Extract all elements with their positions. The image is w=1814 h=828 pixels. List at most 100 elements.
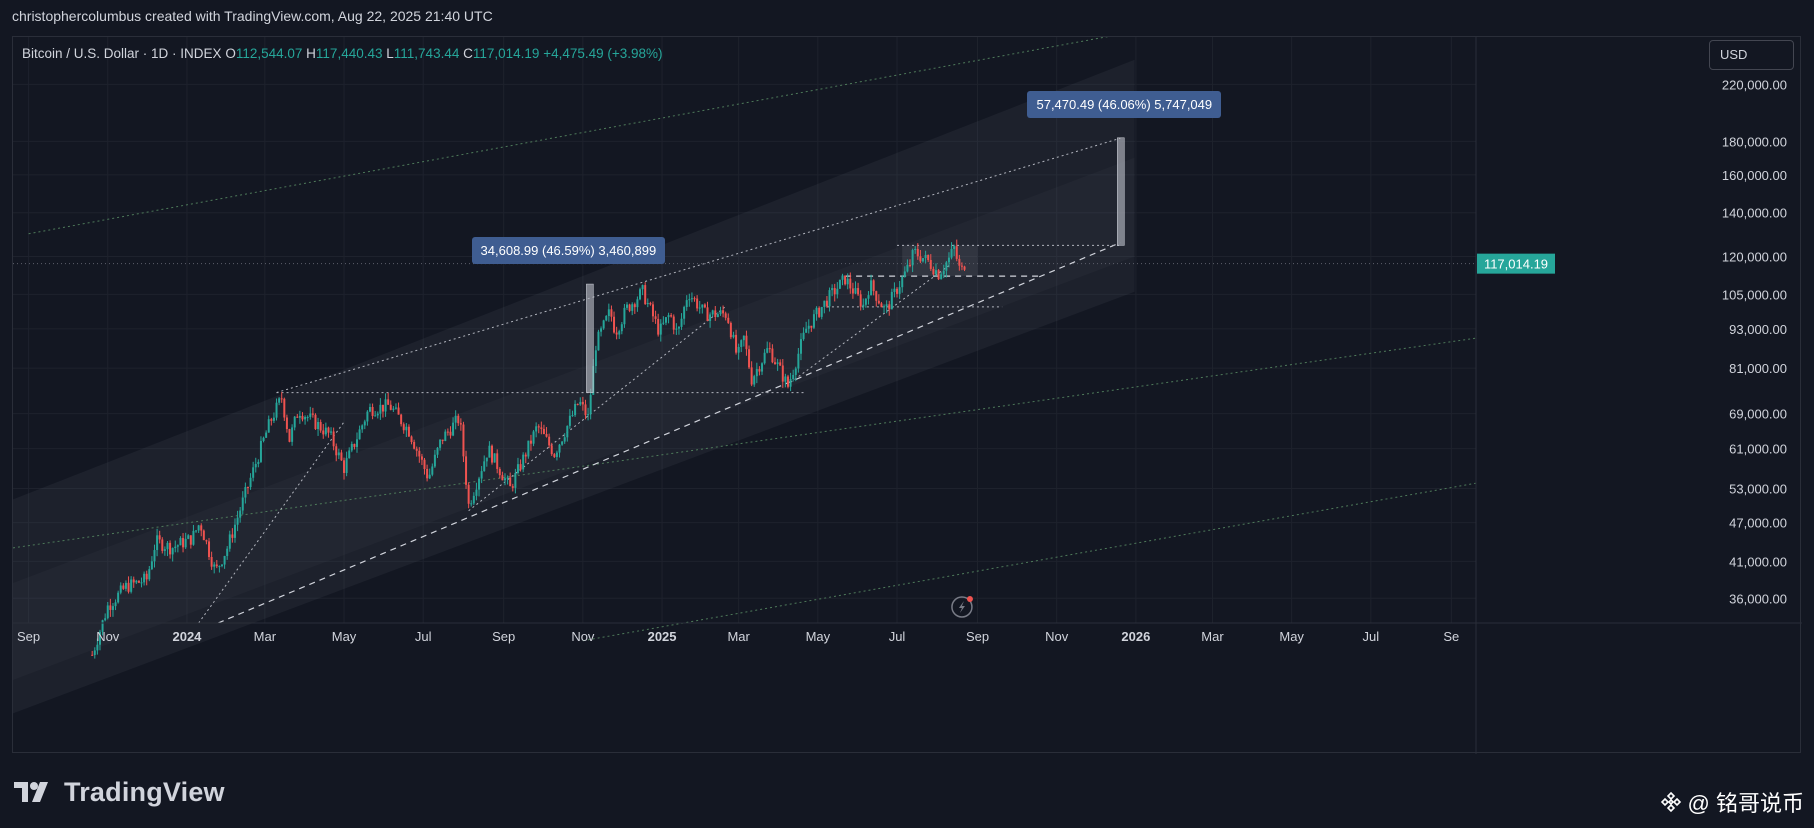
time-axis-label: Mar (254, 629, 277, 644)
candle-body (844, 275, 847, 285)
candle-body (719, 310, 722, 315)
candle-body (675, 328, 678, 330)
candle-body (244, 487, 247, 498)
candle-body (262, 437, 265, 441)
candle-body (475, 489, 478, 496)
candle-body (148, 569, 151, 580)
candle-body (509, 477, 512, 487)
candle-body (472, 495, 475, 504)
candle-body (742, 335, 745, 341)
candle-body (594, 350, 597, 367)
candle-body (265, 432, 268, 438)
candle-body (581, 401, 584, 405)
candle-body (714, 310, 717, 317)
candle-body (384, 399, 387, 412)
candle-body (836, 288, 839, 295)
chart-credit-header: christophercolumbus created with Trading… (12, 8, 493, 24)
candle-body (566, 425, 569, 438)
candle-body (192, 530, 195, 545)
candle-body (215, 564, 218, 567)
candle-body (955, 246, 958, 259)
time-axis-label: Jul (889, 629, 906, 644)
candle-body (602, 320, 605, 329)
currency-button[interactable]: USD (1709, 40, 1794, 70)
candle-body (293, 416, 296, 428)
candle-body (963, 266, 966, 270)
candle-body (275, 402, 278, 418)
candle-body (561, 441, 564, 445)
candle-body (415, 448, 418, 451)
candle-body (327, 427, 330, 433)
candle-body (267, 419, 270, 433)
candle-body (872, 280, 875, 292)
candle-body (493, 453, 496, 463)
candle-body (605, 316, 608, 321)
candle-body (745, 335, 748, 350)
candle-body (462, 424, 465, 457)
time-axis-label: Sep (492, 629, 515, 644)
time-axis-label: 2025 (648, 629, 677, 644)
candle-body (366, 411, 369, 422)
candle-body (540, 427, 543, 429)
close-value: 117,014.19 (472, 46, 540, 61)
tradingview-logo[interactable]: TradingView (14, 775, 225, 809)
candle-body (797, 353, 800, 369)
candle-body (270, 419, 273, 421)
candle-body (156, 535, 159, 551)
time-axis-label: Nov (571, 629, 595, 644)
range-measure-label[interactable]: 57,470.49 (46.06%) 5,747,049 (1027, 90, 1222, 118)
candle-body (213, 564, 216, 567)
candle-body (488, 445, 491, 458)
candle-body (628, 304, 631, 311)
time-axis-label: Jul (415, 629, 432, 644)
candle-body (854, 288, 857, 294)
candle-body (345, 458, 348, 473)
candle-body (753, 376, 756, 385)
candle-body (397, 407, 400, 415)
candle-body (932, 268, 935, 275)
candle-body (516, 464, 519, 473)
candle-body (117, 592, 120, 603)
candle-body (748, 349, 751, 368)
candle-body (677, 326, 680, 329)
candle-body (283, 398, 286, 418)
candle-body (446, 431, 449, 433)
candle-body (418, 450, 421, 457)
chart-frame[interactable]: 36,000.00 41,000.00 47,000.00 53,000.00 61,0… (12, 36, 1802, 754)
high-label: H (306, 46, 316, 61)
candle-body (413, 441, 416, 449)
candle-body (909, 264, 912, 266)
candle-body (607, 309, 610, 317)
candle-body (428, 474, 431, 479)
candle-body (696, 298, 699, 309)
candle-body (143, 573, 146, 583)
time-axis-label: May (332, 629, 357, 644)
candle-body (420, 456, 423, 460)
binance-diamond-icon (1660, 791, 1681, 813)
close-label: C (463, 46, 473, 61)
candle-body (584, 404, 587, 416)
candle-body (522, 454, 525, 470)
price-chart[interactable]: 36,000.00 41,000.00 47,000.00 53,000.00 61,0… (13, 37, 1802, 754)
candle-body (703, 304, 706, 308)
candle-body (898, 287, 901, 294)
candle-body (589, 394, 592, 415)
candle-body (374, 415, 377, 417)
candle-body (119, 585, 122, 593)
candle-body (857, 288, 860, 295)
candle-body (104, 618, 107, 621)
last-price-tag-label: 117,014.19 (1484, 257, 1548, 272)
candle-body (223, 556, 226, 565)
candle-body (724, 313, 727, 318)
candle-body (236, 517, 239, 525)
candle-body (470, 503, 473, 505)
candle-body (285, 417, 288, 430)
candle-body (914, 248, 917, 251)
candle-body (916, 248, 919, 257)
open-label: O (225, 46, 236, 61)
candle-body (587, 414, 590, 416)
range-measure-label[interactable]: 34,608.99 (46.59%) 3,460,899 (471, 237, 666, 265)
candle-body (657, 318, 660, 335)
symbol-legend: Bitcoin / U.S. Dollar · 1D · INDEX O112,… (22, 46, 663, 61)
candle-body (278, 398, 281, 403)
